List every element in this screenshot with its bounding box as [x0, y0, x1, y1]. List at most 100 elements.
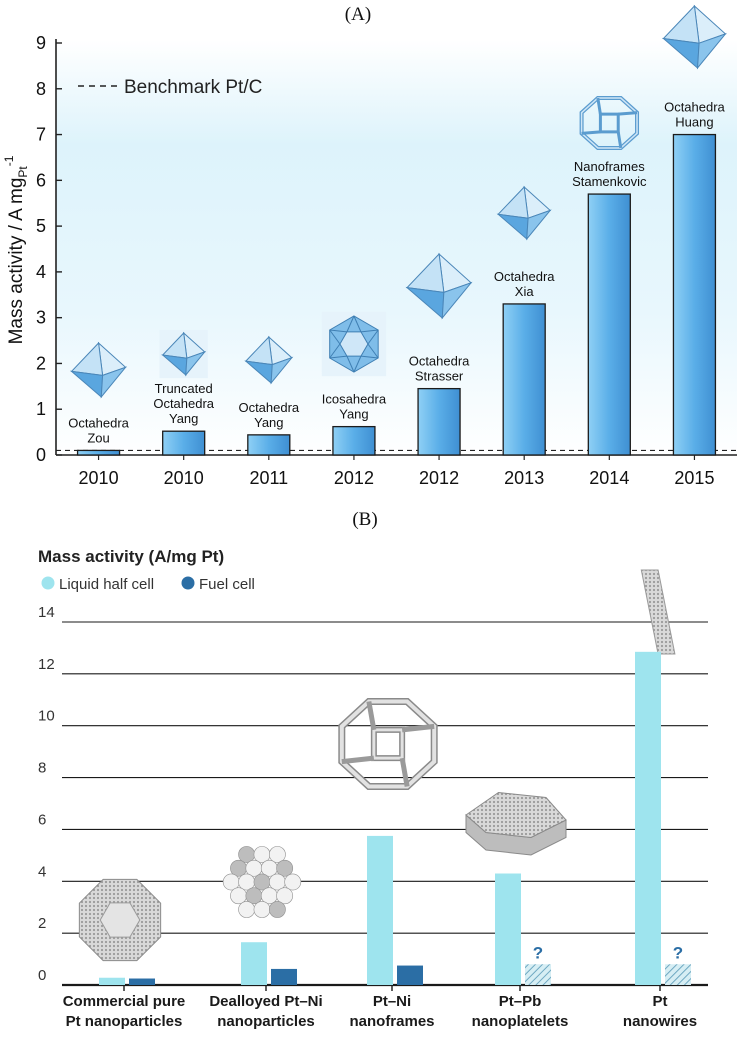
legend-swatch [41, 576, 55, 590]
icosahedron-edge [329, 329, 341, 345]
bar-label: Yang [169, 411, 198, 426]
octahedron-face [696, 32, 727, 70]
nanoframe-edge [370, 726, 406, 762]
y-tick-label: 3 [36, 308, 46, 328]
icosahedron-edge [346, 355, 355, 373]
bar-liquid-half-cell [241, 942, 267, 985]
legend-benchmark-label: Benchmark Pt/C [124, 77, 262, 98]
bar [162, 430, 206, 456]
x-tick-label: Pt nanoparticles [66, 1013, 183, 1030]
octahedron-face [100, 366, 128, 399]
nanoframe-edge [372, 728, 404, 760]
x-tick-label: nanoparticles [217, 1013, 315, 1030]
panel-b-label: (B) [352, 509, 377, 530]
bar-liquid-half-cell [495, 873, 521, 985]
icosahedron-edge [367, 329, 379, 345]
x-tick-label: nanoframes [349, 1013, 434, 1030]
x-tick-label: Dealloyed Pt–Ni [209, 993, 322, 1010]
bar [502, 303, 546, 456]
nanoframe-edge [596, 97, 602, 115]
octahedron-icon [244, 335, 294, 385]
dealloyed-atom [268, 846, 286, 863]
bar-label: Octahedra [409, 354, 470, 369]
bar-label: Huang [675, 115, 713, 130]
bar-label: Octahedra [68, 415, 129, 430]
icosahedron-edge [360, 355, 379, 359]
y-tick-label: 0 [36, 445, 46, 465]
bar-label: Truncated [155, 381, 213, 396]
bar [247, 434, 291, 456]
bar-fuel-cell [397, 965, 423, 985]
y-tick-label: 2 [36, 353, 46, 373]
nanoframe-edge [366, 701, 377, 731]
octahedron-face [270, 356, 294, 385]
bar-fuel-cell [271, 968, 297, 985]
x-tick-label: 2014 [589, 468, 629, 488]
bar-fuel-cell-unknown [665, 964, 691, 985]
bar [76, 449, 121, 456]
bar-liquid-half-cell [367, 835, 393, 985]
y-tick-label: 1 [36, 399, 46, 419]
bar [672, 133, 717, 456]
y-axis-label-sub: Pt [16, 166, 30, 178]
bar-label: Octahedra [664, 100, 725, 115]
nanoframe-edge [580, 97, 638, 149]
nanoframe-edge [616, 131, 623, 149]
nanoframe-icon [338, 698, 438, 790]
dealloyed-atom [253, 901, 271, 918]
x-tick-label: Pt [653, 993, 668, 1010]
bar-liquid-half-cell [635, 651, 661, 985]
chart-b: Mass activity (A/mg Pt) Liquid half cell F… [38, 547, 708, 1030]
dealloyed-atom [230, 887, 247, 905]
nanoframe-edge [581, 130, 601, 135]
y-tick-label: 2 [38, 915, 46, 932]
nanoframe-icon [579, 96, 640, 150]
icosahedron-edge [329, 355, 347, 359]
x-tick-label: Pt–Pb [499, 993, 542, 1010]
x-tick-label: nanowires [623, 1013, 697, 1030]
y-tick-label: 4 [36, 262, 46, 282]
bar-label: Strasser [415, 369, 464, 384]
nanoparticle-icon [78, 878, 162, 962]
icosahedron-edge [353, 355, 362, 373]
bar-label: Nanoframes [574, 159, 645, 174]
bar-fuel-cell-unknown [525, 964, 551, 985]
x-tick-label: 2013 [504, 468, 544, 488]
icosahedron-edge [329, 329, 347, 333]
y-tick-label: 0 [38, 967, 46, 984]
icosahedron-edge [346, 315, 355, 333]
octahedron-icon [69, 341, 128, 399]
x-tick-label: 2015 [674, 468, 714, 488]
bar [332, 425, 376, 456]
bar-label: Xia [515, 284, 535, 299]
bar-liquid-half-cell [99, 977, 125, 985]
nanoframe-edge [401, 723, 435, 733]
icosahedron-edge [367, 343, 379, 359]
y-tick-label: 10 [38, 708, 55, 725]
octahedron-face [441, 281, 473, 320]
unknown-marker: ? [673, 943, 683, 962]
dealloyed-atom [276, 887, 294, 905]
icosahedron-edge [360, 329, 379, 333]
nanowire-icon [640, 569, 676, 655]
y-tick-label: 5 [36, 216, 46, 236]
bar-label: Icosahedra [322, 392, 387, 407]
bar-label: Zou [87, 430, 109, 445]
legend-swatch [181, 576, 195, 590]
x-tick-label: 2010 [164, 468, 204, 488]
bar-label: Stamenkovic [572, 174, 647, 189]
bar-label: Yang [254, 415, 283, 430]
octahedron-face [662, 4, 700, 44]
icosahedron-icon [321, 311, 387, 377]
bar-label: Octahedra [238, 400, 299, 415]
dealloyed-atom [276, 859, 294, 877]
bar-label: Octahedra [153, 396, 214, 411]
bar [417, 387, 461, 456]
y-axis-label: Mass activity / A mgPt-1 [2, 155, 30, 344]
dealloyed-atom [268, 901, 286, 918]
x-tick-label: 2010 [79, 468, 119, 488]
y-tick-label: 8 [36, 79, 46, 99]
bar [587, 193, 631, 456]
dealloyed-atom [284, 873, 302, 891]
